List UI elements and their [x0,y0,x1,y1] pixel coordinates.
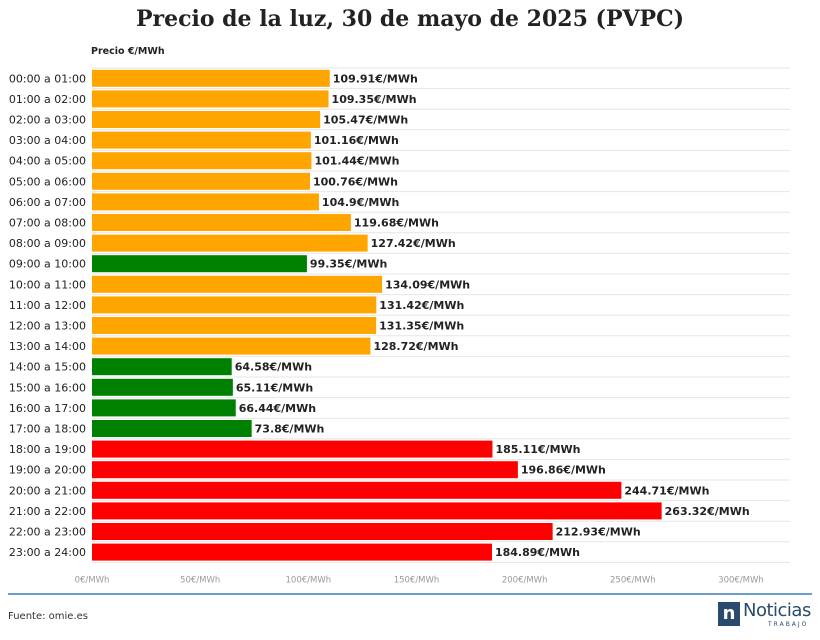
bar [92,172,310,190]
chart-title: Precio de la luz, 30 de mayo de 2025 (PV… [135,6,685,32]
bar [92,378,233,396]
footer-divider [8,593,812,595]
category-label: 21:00 a 22:00 [9,505,86,518]
logo-wordmark: Noticias [743,600,811,621]
bar [92,90,329,108]
value-label: 73.8€/MWh [255,423,325,436]
value-label: 131.42€/MWh [379,299,464,312]
bar [92,481,622,499]
value-label: 134.09€/MWh [385,278,470,291]
value-label: 196.86€/MWh [521,464,606,477]
bar [92,543,492,561]
category-label: 09:00 a 10:00 [9,258,86,271]
value-label: 119.68€/MWh [354,217,439,230]
bar [92,296,377,314]
bar [92,358,232,376]
category-label: 08:00 a 09:00 [9,237,86,250]
category-label: 12:00 a 13:00 [9,320,86,333]
bar [92,275,383,293]
x-tick-label: 150€/MWh [394,575,440,585]
category-label: 01:00 a 02:00 [9,93,86,106]
value-label: 99.35€/MWh [310,258,387,271]
x-tick-label: 250€/MWh [610,575,656,585]
category-label: 16:00 a 17:00 [9,402,86,415]
value-label: 101.44€/MWh [314,155,399,168]
bar [92,193,319,211]
category-label: 07:00 a 08:00 [9,217,86,230]
value-label: 212.93€/MWh [556,526,641,539]
value-label: 66.44€/MWh [239,402,316,415]
value-label: 105.47€/MWh [323,114,408,127]
category-label: 23:00 a 24:00 [9,546,86,559]
category-label: 03:00 a 04:00 [9,134,86,147]
x-tick-label: 50€/MWh [180,575,220,585]
x-tick-label: 200€/MWh [502,575,548,585]
logo-subtitle: TRABAJO [768,621,809,628]
category-label: 17:00 a 18:00 [9,423,86,436]
bar [92,255,307,273]
category-label: 04:00 a 05:00 [9,155,86,168]
value-label: 109.35€/MWh [332,93,417,106]
value-label: 100.76€/MWh [313,175,398,188]
bar [92,111,321,128]
value-label: 128.72€/MWh [373,340,458,353]
category-label: 19:00 a 20:00 [9,464,86,477]
category-label: 00:00 a 01:00 [9,72,86,85]
bar [92,461,518,479]
category-label: 05:00 a 06:00 [9,175,86,188]
bar [92,214,351,231]
bar [92,69,330,87]
x-tick-label: 0€/MWh [75,575,110,585]
bar-chart: 00:00 a 01:00 109.91€/MWh 01:00 a 02:00 109… [9,67,790,585]
category-label: 15:00 a 16:00 [9,381,86,394]
axis-unit-label: Precio €/MWh [91,46,165,57]
category-label: 02:00 a 03:00 [9,114,86,127]
source-note: Fuente: omie.es [8,611,88,622]
value-label: 263.32€/MWh [665,505,750,518]
value-label: 184.89€/MWh [495,546,580,559]
bar [92,523,553,540]
value-label: 127.42€/MWh [371,237,456,250]
bar [92,420,252,437]
bar [92,131,311,149]
value-label: 244.71€/MWh [624,484,709,497]
category-label: 06:00 a 07:00 [9,196,86,209]
bar [92,440,493,458]
bar [92,152,312,170]
category-label: 11:00 a 12:00 [9,299,86,312]
bar [92,502,662,520]
bar [92,337,371,355]
value-label: 65.11€/MWh [236,381,313,394]
category-label: 14:00 a 15:00 [9,361,86,374]
category-label: 13:00 a 14:00 [9,340,86,353]
category-label: 10:00 a 11:00 [9,278,86,291]
value-label: 185.11€/MWh [495,443,580,456]
value-label: 109.91€/MWh [333,72,418,85]
x-tick-label: 100€/MWh [286,575,332,585]
value-label: 131.35€/MWh [379,320,464,333]
bar [92,399,236,417]
value-label: 101.16€/MWh [314,134,399,147]
logo-mark-icon: n [718,602,740,626]
category-label: 20:00 a 21:00 [9,484,86,497]
category-label: 22:00 a 23:00 [9,526,86,539]
value-label: 64.58€/MWh [235,361,312,374]
bar [92,317,377,334]
value-label: 104.9€/MWh [322,196,399,209]
category-label: 18:00 a 19:00 [9,443,86,456]
x-tick-label: 300€/MWh [718,575,764,585]
bar [92,234,368,252]
